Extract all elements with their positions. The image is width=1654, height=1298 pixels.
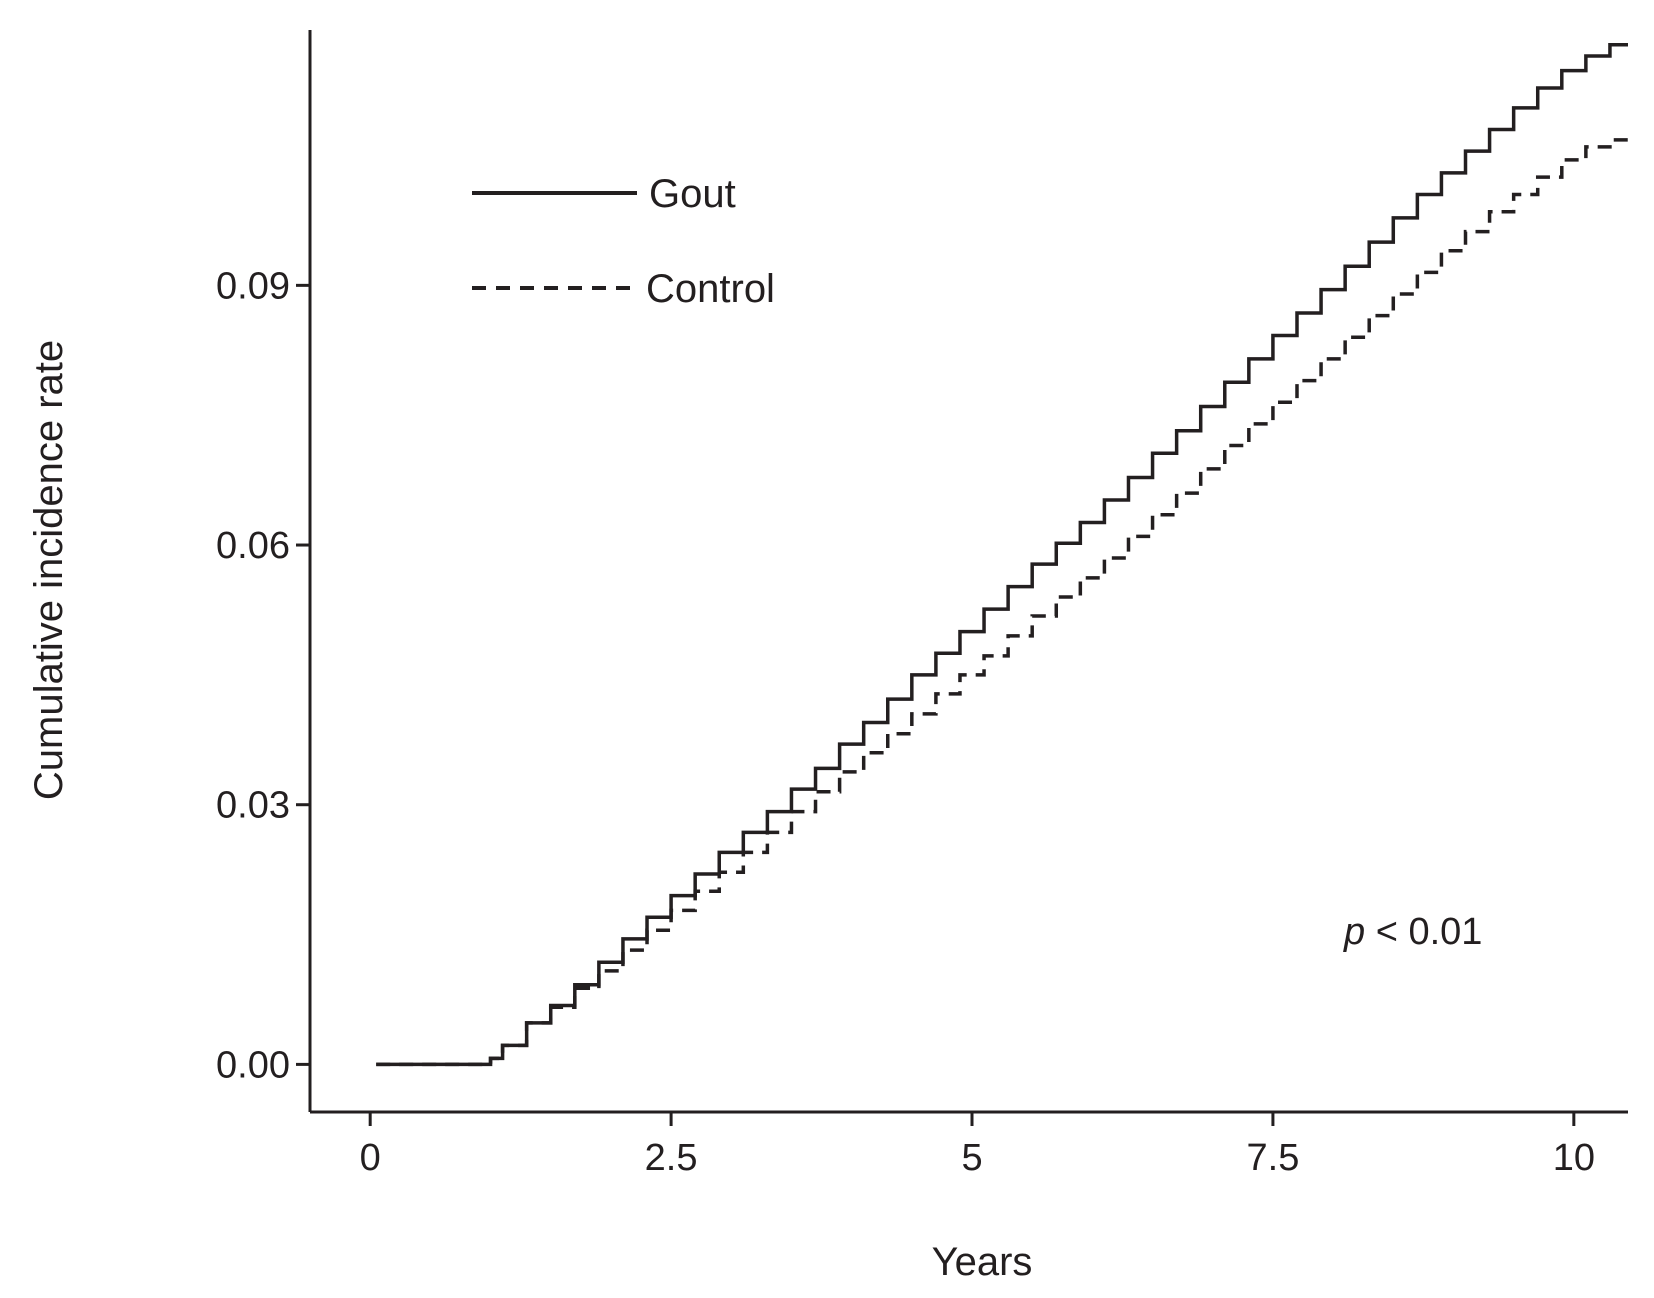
x-axis-ticks: 0 2.5 5 7.5 10 <box>360 1112 1595 1179</box>
legend-control-label: Control <box>646 267 775 311</box>
y-tick-label: 0.00 <box>216 1044 290 1086</box>
x-tick-label: 10 <box>1553 1137 1595 1179</box>
legend: Gout Control <box>472 172 775 311</box>
series-line-control <box>376 138 1628 1067</box>
plot-area: 0.00 0.03 0.06 0.09 0 2.5 5 7.5 10 <box>216 30 1628 1179</box>
y-tick-label: 0.09 <box>216 265 290 307</box>
y-tick-label: 0.06 <box>216 525 290 567</box>
y-axis-ticks: 0.00 0.03 0.06 0.09 <box>216 265 310 1086</box>
x-tick-label: 7.5 <box>1247 1137 1300 1179</box>
x-axis-title: Years <box>932 1240 1033 1284</box>
series-lines <box>376 42 1628 1067</box>
series-line-gout <box>376 42 1628 1067</box>
p-value-text: < 0.01 <box>1365 911 1482 953</box>
p-value-symbol: p <box>1343 911 1365 953</box>
x-tick-label: 2.5 <box>645 1137 698 1179</box>
y-tick-label: 0.03 <box>216 785 290 827</box>
p-value-annotation: p < 0.01 <box>1343 911 1482 953</box>
y-axis-title: Cumulative incidence rate <box>27 340 71 800</box>
x-tick-label: 0 <box>360 1137 381 1179</box>
x-tick-label: 5 <box>961 1137 982 1179</box>
legend-gout-label: Gout <box>649 172 736 216</box>
